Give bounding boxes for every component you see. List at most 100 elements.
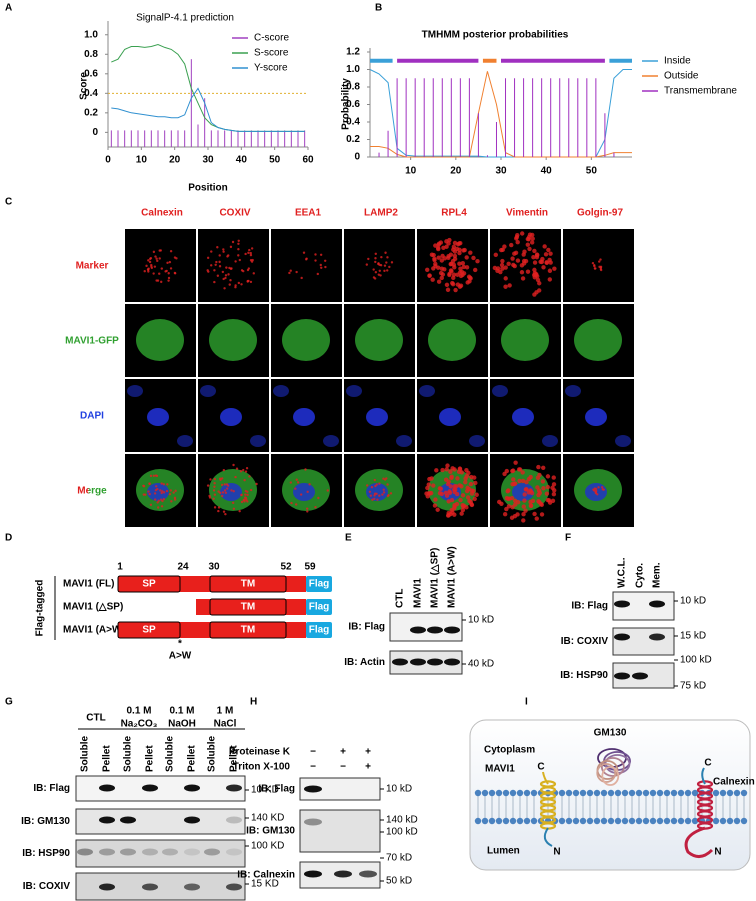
marker-signal [593, 264, 596, 267]
lipid-head [516, 817, 524, 825]
x-tick-label: 0 [105, 155, 111, 166]
lipid-head [565, 789, 573, 797]
marker-signal [535, 274, 540, 279]
flag-tag [306, 622, 332, 638]
marker-signal [383, 264, 387, 267]
lipid-head [712, 789, 720, 797]
marker-signal [519, 231, 525, 236]
marker-signal [525, 242, 531, 247]
marker-signal [425, 485, 430, 491]
marker-signal [232, 490, 235, 493]
marker-signal [475, 259, 480, 264]
marker-signal [528, 503, 534, 508]
marker-signal [551, 475, 556, 480]
marker-signal [537, 281, 542, 286]
nucleus [200, 385, 216, 397]
marker-signal [444, 467, 449, 472]
treatment-sign: − [310, 747, 316, 758]
marker-signal [326, 489, 329, 492]
band [120, 848, 136, 856]
marker-signal [425, 494, 430, 499]
marker-signal [463, 476, 468, 481]
band [614, 600, 630, 608]
nucleus [293, 483, 315, 501]
marker-signal [306, 510, 309, 513]
marker-signal [209, 478, 212, 481]
band [649, 633, 665, 641]
marker-signal [223, 483, 227, 486]
marker-signal [314, 505, 317, 509]
marker-signal [222, 277, 225, 281]
marker-signal [231, 501, 235, 505]
marker-signal [457, 261, 462, 266]
marker-signal [451, 275, 456, 281]
marker-signal [222, 510, 226, 513]
nucleus [565, 385, 581, 397]
series-line [370, 71, 632, 158]
band [427, 658, 443, 666]
tm-domain [209, 621, 287, 639]
marker-signal [536, 464, 541, 470]
lipid-head [481, 789, 489, 797]
marker-signal [375, 492, 378, 496]
lipid-head [516, 789, 524, 797]
marker-signal [160, 498, 163, 501]
marker-signal [373, 478, 376, 482]
marker-signal [365, 263, 369, 266]
band [334, 870, 352, 878]
marker-signal [461, 248, 466, 253]
marker-signal [316, 272, 320, 276]
marker-signal [464, 255, 469, 260]
y-tick-label: 1.0 [84, 29, 98, 40]
marker-signal [294, 503, 298, 506]
lipid-head [663, 789, 671, 797]
marker-signal [376, 498, 379, 501]
marker-signal [457, 250, 462, 256]
calnexin-loop [684, 826, 714, 858]
marker-signal [218, 265, 222, 268]
marker-signal [517, 478, 522, 484]
marker-signal [461, 264, 467, 270]
blot-label: IB: GM130 [246, 826, 295, 837]
marker-signal [552, 266, 557, 271]
band [184, 784, 200, 792]
x-tick-label: 20 [169, 155, 181, 166]
marker-signal [597, 486, 600, 489]
flag-tag [306, 599, 332, 615]
marker-signal [446, 510, 451, 516]
blot [389, 650, 463, 675]
nucleus [220, 408, 242, 426]
marker-signal [440, 467, 445, 473]
mw-label: 140 kD [386, 815, 418, 826]
cell-gfp [428, 319, 476, 361]
marker-signal [520, 478, 526, 484]
lipid-head [593, 789, 601, 797]
protein-label: Calnexin [713, 777, 755, 788]
marker-signal [504, 468, 509, 474]
marker-signal [437, 490, 443, 496]
marker-signal [447, 272, 452, 278]
marker-signal [513, 250, 519, 255]
lipid-head [502, 789, 510, 797]
legend-label: Inside [664, 56, 691, 67]
legend-label: S-score [254, 48, 289, 59]
marker-signal [152, 474, 156, 477]
marker-signal [206, 484, 210, 487]
y-tick-label: 0.2 [346, 134, 360, 145]
residue-position: 24 [177, 562, 189, 573]
lipid-head [635, 789, 643, 797]
nucleus [177, 435, 193, 447]
marker-signal [150, 265, 153, 268]
lipid-head [642, 789, 650, 797]
band [304, 870, 322, 878]
marker-signal [378, 494, 381, 497]
marker-signal [515, 239, 520, 245]
lane-label: Pellet [145, 745, 156, 772]
marker-signal [208, 494, 211, 498]
mw-label: 10 kD [386, 784, 412, 795]
lipid-head [719, 817, 727, 825]
marker-signal [521, 512, 526, 517]
marker-signal [238, 258, 242, 262]
marker-signal [510, 504, 515, 510]
marker-signal [515, 232, 520, 238]
